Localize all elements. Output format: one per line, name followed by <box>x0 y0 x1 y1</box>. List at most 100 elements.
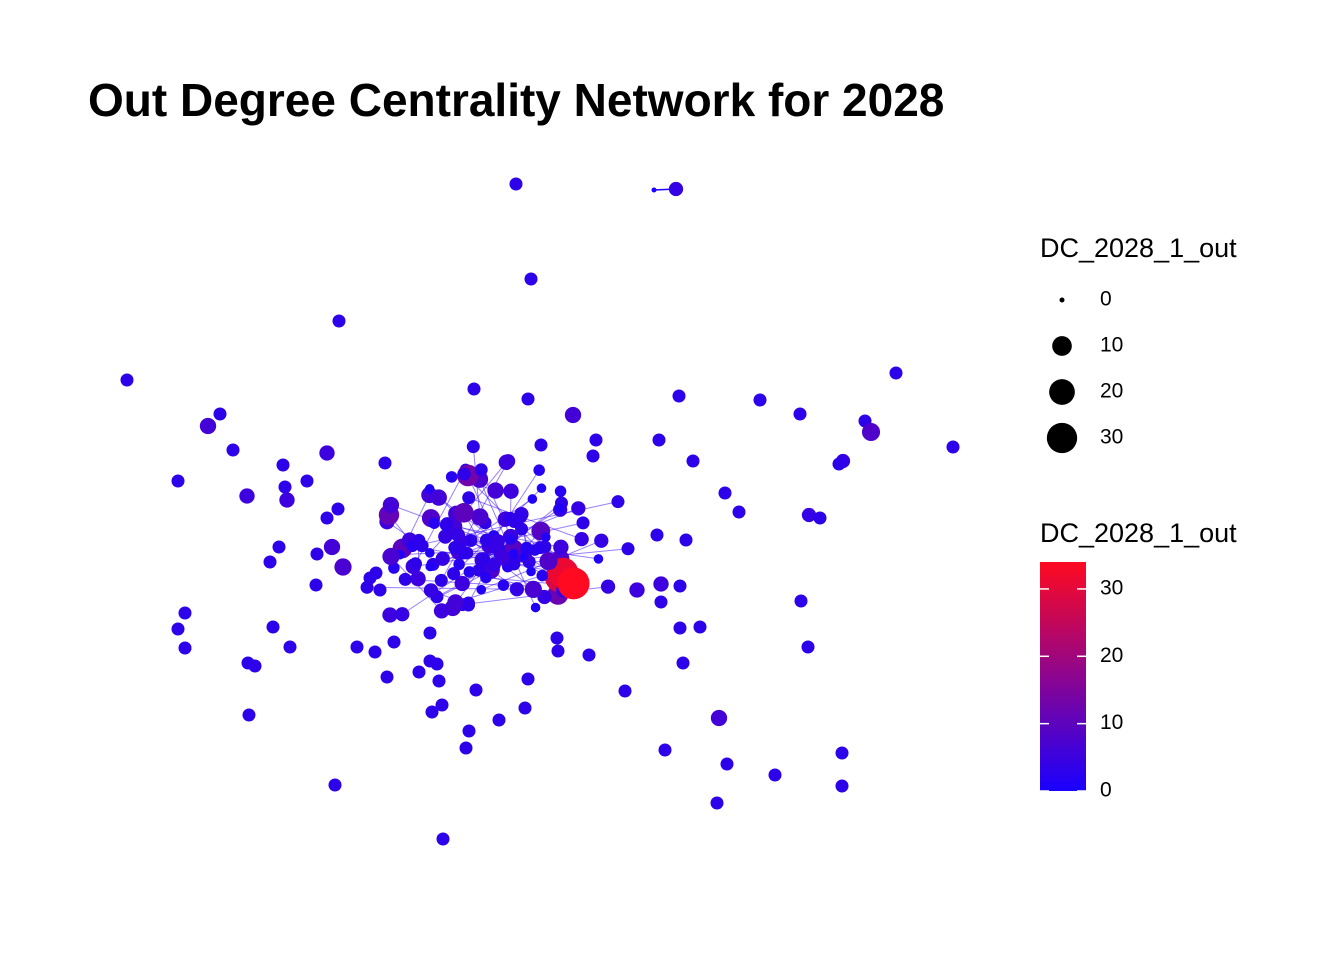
node <box>310 547 324 561</box>
node <box>524 272 538 286</box>
nodes <box>120 177 960 846</box>
node <box>178 641 192 655</box>
node <box>199 417 217 435</box>
node <box>508 548 519 559</box>
node <box>489 538 504 553</box>
node <box>509 177 523 191</box>
node <box>408 557 422 571</box>
node <box>447 567 461 581</box>
node <box>668 181 684 197</box>
node <box>266 620 280 634</box>
node <box>466 440 480 454</box>
node <box>410 571 426 587</box>
node <box>276 458 290 472</box>
node <box>832 457 846 471</box>
node <box>423 626 437 640</box>
node <box>433 603 450 619</box>
node <box>453 558 465 571</box>
node <box>178 606 192 620</box>
edge <box>465 462 507 513</box>
node <box>629 582 645 598</box>
node <box>435 551 450 566</box>
node <box>476 584 487 595</box>
node <box>650 528 664 542</box>
node <box>540 532 551 542</box>
node <box>428 517 440 529</box>
node <box>679 533 693 547</box>
node <box>835 779 849 793</box>
node <box>447 594 464 611</box>
node <box>457 467 471 481</box>
node <box>593 554 604 564</box>
color-legend-label: 30 <box>1100 576 1123 599</box>
node <box>430 657 444 671</box>
node <box>946 440 960 454</box>
size-legend-title: DC_2028_1_out <box>1040 233 1237 263</box>
node <box>732 505 746 519</box>
node <box>278 480 292 494</box>
node <box>801 640 815 654</box>
node <box>350 640 364 654</box>
node <box>618 684 632 698</box>
node <box>521 392 535 406</box>
color-bar <box>1040 562 1086 791</box>
node <box>793 407 807 421</box>
node <box>480 571 492 584</box>
node <box>794 594 808 608</box>
node <box>425 561 436 572</box>
node <box>653 576 669 592</box>
node <box>536 569 549 582</box>
node <box>398 572 412 586</box>
node <box>334 558 352 576</box>
node <box>450 527 465 543</box>
node <box>518 701 532 715</box>
node <box>553 539 569 555</box>
node <box>412 665 426 679</box>
node <box>835 746 849 760</box>
node <box>672 389 686 403</box>
node <box>382 607 398 623</box>
node <box>435 698 449 712</box>
node <box>753 393 767 407</box>
node <box>248 659 262 673</box>
node <box>332 314 346 328</box>
node <box>686 454 700 468</box>
node <box>120 373 134 387</box>
node <box>586 449 600 463</box>
node <box>279 492 295 508</box>
node <box>538 540 552 554</box>
node <box>557 567 590 600</box>
node <box>611 495 625 509</box>
node <box>515 522 529 536</box>
node <box>434 573 448 587</box>
node <box>554 503 565 514</box>
node <box>438 529 453 544</box>
node <box>571 501 586 516</box>
node <box>242 708 256 722</box>
node <box>469 683 483 697</box>
node <box>430 489 447 506</box>
node <box>462 491 476 505</box>
size-legend-key <box>1052 336 1072 356</box>
node <box>503 483 519 499</box>
node <box>710 709 728 727</box>
node <box>460 546 474 560</box>
size-legend-label: 0 <box>1100 288 1112 311</box>
node <box>574 532 589 547</box>
color-legend-label: 10 <box>1100 711 1123 734</box>
node <box>432 674 446 688</box>
node <box>801 507 817 523</box>
node <box>589 433 603 447</box>
node <box>461 596 475 610</box>
node <box>673 621 687 635</box>
node <box>239 488 255 504</box>
node <box>445 471 458 483</box>
node <box>594 533 609 548</box>
node <box>554 485 567 498</box>
size-legend-label: 20 <box>1100 380 1123 403</box>
node <box>651 187 657 193</box>
node <box>459 741 473 755</box>
node <box>477 552 491 566</box>
node <box>492 713 506 727</box>
